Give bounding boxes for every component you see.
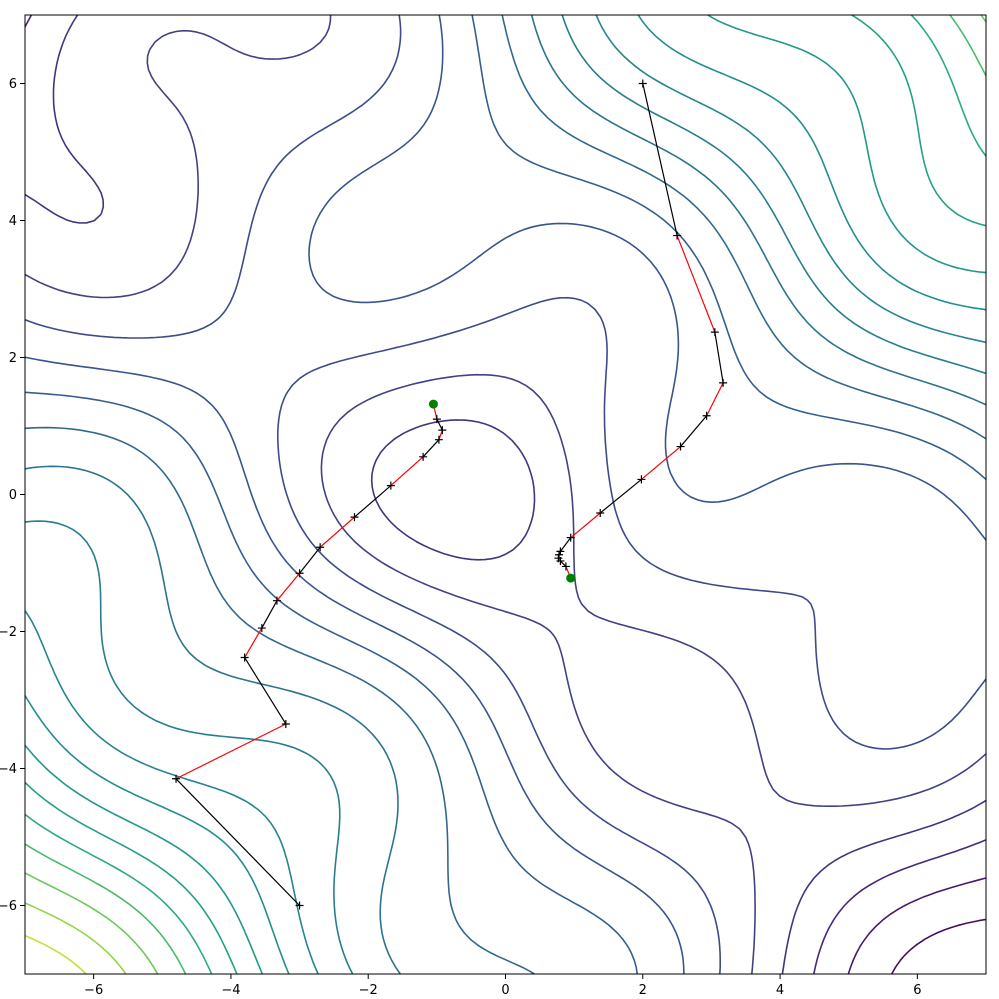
path-1-step xyxy=(244,627,263,658)
path-2-iterate-marker xyxy=(566,533,575,542)
path-2-step xyxy=(706,382,724,416)
path-1-step xyxy=(354,485,392,518)
path-1-step xyxy=(436,418,443,431)
path-1-step xyxy=(422,439,440,458)
path-2-iterate-marker xyxy=(638,79,647,88)
y-tick-label: 0 xyxy=(9,488,17,503)
path-1-iterate-marker xyxy=(386,481,395,490)
path-2-iterate-marker xyxy=(561,562,570,571)
path-1-step xyxy=(261,600,278,629)
path-1-iterate-marker xyxy=(172,774,181,783)
contour-level-19 xyxy=(25,902,127,974)
path-1-iterate-marker xyxy=(240,653,249,662)
descent-paths xyxy=(172,79,728,910)
path-2-step xyxy=(714,332,724,383)
path-2-iterate-marker xyxy=(556,547,565,556)
path-1-step xyxy=(244,657,287,725)
minimum-marker-1 xyxy=(428,399,438,409)
contour-level-10 xyxy=(25,15,986,974)
contour-level-3 xyxy=(25,15,986,974)
y-tick-label: 4 xyxy=(9,214,17,229)
y-axis-ticks: −6 −4 −2 0 2 4 6 xyxy=(0,77,25,914)
contour-level-5 xyxy=(25,15,986,974)
path-1-iterate-marker xyxy=(438,426,447,435)
path-2-step xyxy=(559,560,567,567)
contour-level-1 xyxy=(890,918,986,974)
x-tick-label: 0 xyxy=(501,983,509,998)
y-tick-label: 2 xyxy=(9,351,17,366)
minimum-marker-2 xyxy=(566,573,576,583)
path-2-step xyxy=(599,478,642,514)
path-1-iterate-marker xyxy=(432,415,441,424)
contour-level-14 xyxy=(25,15,986,974)
contour-level-20 xyxy=(25,934,87,974)
contour-level-9 xyxy=(25,15,986,974)
path-1-iterate-marker xyxy=(316,543,325,552)
minima-markers xyxy=(428,399,576,583)
contour-level-18 xyxy=(25,15,986,974)
path-2-step xyxy=(559,537,572,552)
path-2-step xyxy=(570,512,601,539)
path-1-iterate-marker xyxy=(295,569,304,578)
contour-lines xyxy=(25,15,986,974)
y-tick-label: −2 xyxy=(0,625,17,640)
y-tick-label: −6 xyxy=(0,899,17,914)
path-2-iterate-marker xyxy=(555,550,564,559)
path-1-step xyxy=(390,456,424,487)
path-2-step xyxy=(641,446,681,480)
path-2-step xyxy=(680,415,708,447)
path-1-iterate-marker xyxy=(295,901,304,910)
path-2-iterate-marker xyxy=(556,556,565,565)
path-1-step xyxy=(276,572,301,602)
path-2-iterate-marker xyxy=(710,328,719,337)
path-1-iterate-marker xyxy=(281,719,290,728)
contour-level-13 xyxy=(25,15,986,974)
path-1-step xyxy=(175,723,287,780)
path-1-iterate-marker xyxy=(272,596,281,605)
path-2-iterate-marker xyxy=(676,442,685,451)
contour-level-11 xyxy=(25,15,986,974)
path-2-step xyxy=(642,83,678,236)
path-1-iterate-marker xyxy=(350,513,359,522)
path-1-iterate-marker xyxy=(434,435,443,444)
contour-level-15 xyxy=(25,15,986,974)
x-tick-label: −4 xyxy=(221,983,240,998)
path-1-iterate-marker xyxy=(257,624,266,633)
path-1-step xyxy=(319,516,355,548)
x-tick-label: 2 xyxy=(639,983,647,998)
path-2-step xyxy=(676,235,716,333)
x-tick-label: −6 xyxy=(84,983,103,998)
path-1-iterate-marker xyxy=(419,452,428,461)
contour-level-2 xyxy=(847,877,986,974)
x-tick-label: 6 xyxy=(913,983,921,998)
contour-level-16 xyxy=(25,15,986,974)
path-2-iterate-marker xyxy=(673,231,682,240)
y-tick-label: −4 xyxy=(0,762,17,777)
contour-level-4 xyxy=(25,15,986,974)
x-tick-label: −2 xyxy=(359,983,378,998)
path-2-iterate-marker xyxy=(596,508,605,517)
path-2-iterate-marker xyxy=(637,475,646,484)
path-1-step xyxy=(299,546,321,574)
contour-level-7 xyxy=(25,15,986,974)
contour-level-6 xyxy=(25,15,986,974)
contour-level-8 xyxy=(25,15,986,974)
x-tick-label: 4 xyxy=(776,983,784,998)
contour-level-17 xyxy=(25,15,986,974)
path-1-step xyxy=(175,778,301,906)
path-2-iterate-marker xyxy=(719,378,728,387)
x-axis-ticks: −6 −4 −2 0 2 4 6 xyxy=(84,974,921,998)
path-2-iterate-marker xyxy=(702,411,711,420)
contour-level-12 xyxy=(25,15,986,974)
y-tick-label: 6 xyxy=(9,77,17,92)
